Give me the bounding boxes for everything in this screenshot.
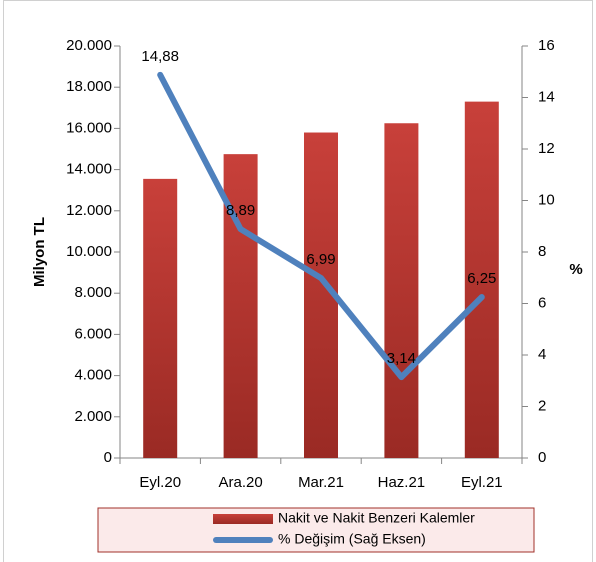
chart-frame — [3, 0, 593, 562]
y2-tick-label: 4 — [538, 346, 546, 363]
y-tick-label: 2.000 — [74, 408, 112, 425]
bar — [223, 154, 258, 458]
data-label: 6,99 — [306, 251, 335, 268]
y-tick-label: 12.000 — [66, 202, 112, 219]
y-tick-label: 8.000 — [74, 284, 112, 301]
y2-tick-label: 0 — [538, 449, 546, 466]
legend-label: % Değişim (Sağ Eksen) — [278, 531, 426, 547]
y-tick-label: 14.000 — [66, 161, 112, 178]
y-tick-label: 4.000 — [74, 367, 112, 384]
y2-tick-label: 16 — [538, 37, 555, 54]
bar — [384, 123, 419, 458]
y2-tick-label: 14 — [538, 88, 555, 105]
y-tick-label: 0 — [104, 449, 112, 466]
y2-tick-label: 10 — [538, 191, 555, 208]
data-label: 14,88 — [141, 48, 179, 65]
y2-tick-label: 6 — [538, 294, 546, 311]
y2-tick-label: 12 — [538, 140, 555, 157]
x-tick-label: Eyl.21 — [461, 474, 503, 491]
y-tick-label: 16.000 — [66, 119, 112, 136]
bar — [464, 101, 499, 459]
x-tick-label: Ara.20 — [218, 474, 262, 491]
data-label: 6,25 — [467, 270, 496, 287]
y-tick-label: 18.000 — [66, 78, 112, 95]
legend-swatch — [213, 514, 273, 524]
y-tick-label: 20.000 — [66, 37, 112, 54]
x-tick-label: Mar.21 — [298, 474, 344, 491]
x-tick-label: Eyl.20 — [139, 474, 181, 491]
y2-tick-label: 8 — [538, 243, 546, 260]
y-axis-label: Milyon TL — [31, 217, 48, 287]
y2-axis-label: % — [569, 261, 582, 278]
legend-label: Nakit ve Nakit Benzeri Kalemler — [278, 510, 475, 526]
data-label: 3,14 — [387, 350, 416, 367]
y-tick-label: 10.000 — [66, 243, 112, 260]
legend-box — [97, 507, 535, 553]
y2-tick-label: 2 — [538, 397, 546, 414]
x-tick-label: Haz.21 — [378, 474, 426, 491]
data-label: 8,89 — [226, 202, 255, 219]
y-tick-label: 6.000 — [74, 325, 112, 342]
line — [157, 71, 485, 381]
bar — [143, 178, 178, 458]
